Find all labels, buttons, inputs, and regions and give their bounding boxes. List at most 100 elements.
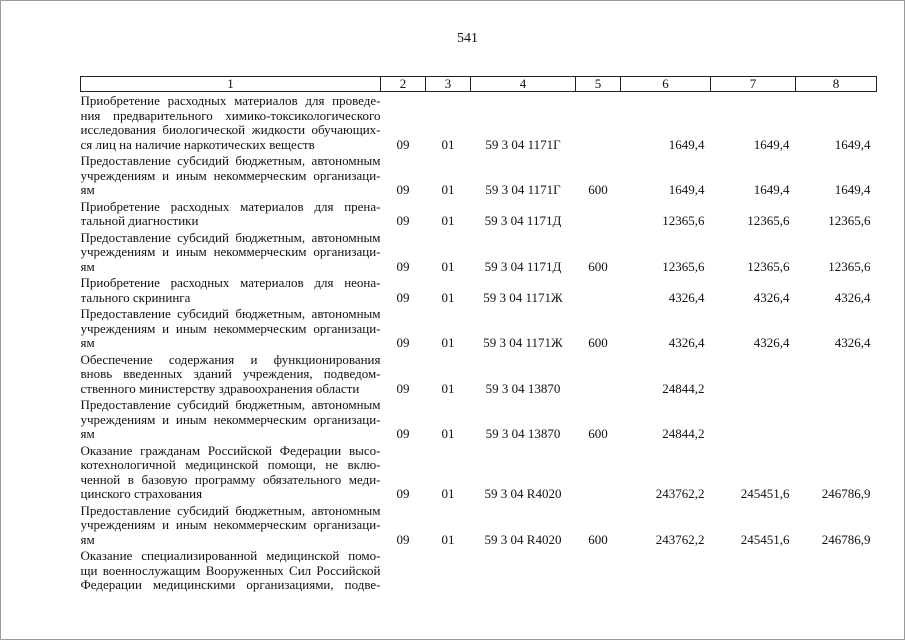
cell-col-8: 246786,9 <box>821 531 871 547</box>
cell-col-3: 01 <box>441 380 455 396</box>
row-description: Приобретение расходных материалов для пр… <box>81 198 381 229</box>
table-row: Оказание гражданам Российской Федерации … <box>81 442 877 502</box>
table-row: Приобретение расходных материалов для пр… <box>81 92 877 153</box>
description-line: ям <box>80 183 95 197</box>
cell-col-4: 59 3 04 13870 <box>485 426 561 441</box>
description-line: Федерации медицинскими организациями, по… <box>80 578 381 592</box>
description-line: Предоставление субсидий бюджетным, автон… <box>80 503 381 518</box>
cell-col-8: 12365,6 <box>828 213 871 228</box>
cell-col-4: 59 3 04 13870 <box>485 380 561 396</box>
cell-col-5 <box>576 92 621 153</box>
cell-col-7: 245451,6 <box>740 531 790 547</box>
cell-col-3: 01 <box>441 486 455 501</box>
cell-col-2: 09 <box>396 426 410 441</box>
cell-col-4 <box>471 547 576 593</box>
row-description: Предоставление субсидий бюджетным, автон… <box>81 152 381 198</box>
cell-col-6: 1649,4 <box>668 182 705 197</box>
table-row: Оказание специализированной медицинской … <box>81 547 877 593</box>
header-cell: 4 <box>470 76 576 92</box>
table-row: Предоставление субсидий бюджетным, автон… <box>81 396 877 442</box>
header-cell: 3 <box>425 76 471 92</box>
description-line: вновь введенных зданий учреждения, подве… <box>80 367 381 381</box>
header-cell: 8 <box>795 76 877 92</box>
cell-col-5: 600 <box>588 182 608 197</box>
cell-col-8 <box>796 396 877 442</box>
cell-col-4: 59 3 04 R4020 <box>484 531 562 547</box>
cell-col-3: 01 <box>441 258 455 274</box>
cell-col-8: 1649,4 <box>834 136 871 152</box>
description-line: щи военнослужащим Вооруженных Сил Россий… <box>80 563 381 578</box>
description-line: ям <box>80 532 95 547</box>
cell-col-7: 12365,6 <box>747 258 790 274</box>
description-line: Приобретение расходных материалов для не… <box>80 276 381 290</box>
cell-col-2: 09 <box>396 335 410 350</box>
cell-col-7: 4326,4 <box>753 335 790 350</box>
row-description: Предоставление субсидий бюджетным, автон… <box>81 396 381 442</box>
description-line: ям <box>80 259 95 274</box>
description-line: учреждениям и иным некоммерческим органи… <box>80 412 381 427</box>
cell-col-4: 59 3 04 R4020 <box>484 486 562 501</box>
header-cell: 2 <box>380 76 426 92</box>
cell-col-7 <box>711 396 796 442</box>
description-line: Оказание гражданам Российской Федерации … <box>80 443 381 458</box>
cell-col-5: 600 <box>588 258 608 274</box>
cell-col-6: 24844,2 <box>662 426 705 441</box>
cell-col-7: 4326,4 <box>753 289 790 305</box>
description-line: Предоставление субсидий бюджетным, автон… <box>80 230 381 245</box>
table-row: Предоставление субсидий бюджетным, автон… <box>81 152 877 198</box>
description-line: учреждениям и иным некоммерческим органи… <box>80 518 381 532</box>
budget-table: 1 2 3 4 5 6 7 8 Приобретение расходных м… <box>80 76 877 593</box>
cell-col-7: 1649,4 <box>753 136 790 152</box>
cell-col-7 <box>711 351 796 397</box>
description-line: ся лиц на наличие наркотических веществ <box>80 137 315 152</box>
cell-col-4: 59 3 04 1171Ж <box>483 335 563 350</box>
description-line: ям <box>80 336 95 350</box>
row-description: Приобретение расходных материалов для пр… <box>81 92 381 153</box>
cell-col-2: 09 <box>396 182 410 197</box>
cell-col-4: 59 3 04 1171Ж <box>483 289 563 305</box>
description-line: ям <box>80 427 95 441</box>
row-description: Приобретение расходных материалов для не… <box>81 274 381 305</box>
description-line: учреждениям и иным некоммерческим органи… <box>80 321 381 336</box>
header-cell: 6 <box>620 76 711 92</box>
cell-col-5 <box>576 442 621 502</box>
cell-col-3: 01 <box>441 289 455 305</box>
cell-col-4: 59 3 04 1171Д <box>484 258 562 274</box>
cell-col-3: 01 <box>441 335 455 350</box>
cell-col-8: 4326,4 <box>834 289 871 305</box>
description-line: Обеспечение содержания и функционировани… <box>80 352 381 367</box>
cell-col-7 <box>711 547 796 593</box>
description-line: ченной в базовую программу обязательного… <box>80 472 381 487</box>
cell-col-6: 4326,4 <box>668 289 705 305</box>
row-description: Предоставление субсидий бюджетным, автон… <box>81 305 381 351</box>
cell-col-8: 12365,6 <box>828 258 871 274</box>
row-description: Предоставление субсидий бюджетным, автон… <box>81 229 381 275</box>
cell-col-4: 59 3 04 1171Г <box>485 136 561 152</box>
description-line: учреждениям и иным некоммерческим органи… <box>80 168 381 183</box>
description-line: тальной диагностики <box>80 214 199 228</box>
cell-col-6: 12365,6 <box>662 213 705 228</box>
description-line: Предоставление субсидий бюджетным, автон… <box>80 154 381 168</box>
header-cell: 1 <box>80 76 381 92</box>
cell-col-3: 01 <box>441 426 455 441</box>
description-line: Оказание специализированной медицинской … <box>80 549 381 563</box>
cell-col-3: 01 <box>441 213 455 228</box>
table-row: Приобретение расходных материалов для не… <box>81 274 877 305</box>
cell-col-5: 600 <box>588 335 608 350</box>
cell-col-6: 24844,2 <box>662 380 705 396</box>
cell-col-2: 09 <box>396 258 410 274</box>
description-line: Приобретение расходных материалов для пр… <box>80 199 381 214</box>
cell-col-6: 243762,2 <box>655 531 705 547</box>
cell-col-8: 1649,4 <box>834 182 871 197</box>
cell-col-2: 09 <box>396 289 410 305</box>
row-description: Оказание специализированной медицинской … <box>81 547 381 593</box>
cell-col-6 <box>621 547 711 593</box>
cell-col-5 <box>576 351 621 397</box>
cell-col-3 <box>426 547 471 593</box>
row-description: Оказание гражданам Российской Федерации … <box>81 442 381 502</box>
cell-col-5: 600 <box>588 426 608 441</box>
header-cell: 5 <box>575 76 621 92</box>
cell-col-2: 09 <box>396 486 410 501</box>
cell-col-5 <box>576 198 621 229</box>
cell-col-6: 243762,2 <box>655 486 705 501</box>
